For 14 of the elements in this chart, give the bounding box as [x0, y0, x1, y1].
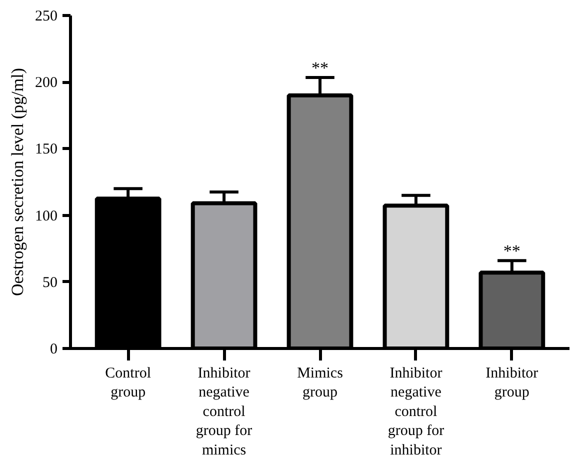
- annotation: **: [503, 242, 520, 261]
- y-tick-label: 0: [50, 342, 58, 358]
- x-tick-label: Inhibitor negative control group for mimics: [196, 366, 252, 458]
- x-tick-label: Inhibitor negative control group for inhibitor: [388, 366, 444, 458]
- annotation: **: [312, 58, 328, 78]
- y-axis-title: Oestrogen secretion level (pg/ml): [8, 68, 27, 296]
- y-tick-label: 100: [35, 208, 58, 224]
- y-tick-label: 150: [35, 142, 58, 158]
- y-tick-label: 200: [35, 75, 58, 92]
- x-tick-label: Control group: [105, 366, 152, 401]
- x-tick-label: Inhibitor group: [486, 366, 538, 401]
- y-tick-label: 50: [42, 274, 58, 291]
- y-tick-label: 250: [35, 8, 58, 24]
- x-tick-label: Mimics group: [297, 366, 344, 401]
